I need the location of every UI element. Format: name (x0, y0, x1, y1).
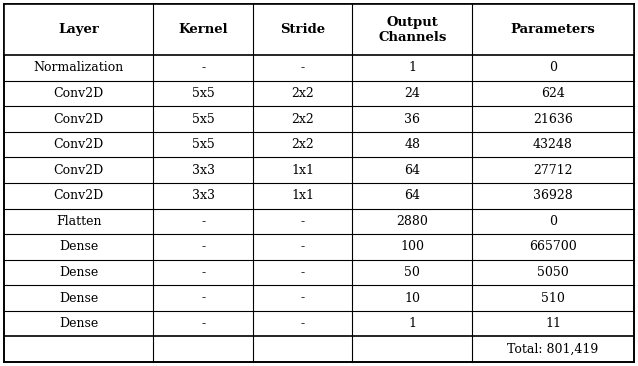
Text: 64: 64 (404, 164, 420, 177)
Text: -: - (300, 292, 305, 305)
Text: Output
Channels: Output Channels (378, 16, 447, 44)
Text: Total: 801,419: Total: 801,419 (507, 343, 598, 356)
Text: Normalization: Normalization (34, 61, 124, 74)
Text: Conv2D: Conv2D (54, 164, 104, 177)
Text: -: - (201, 317, 205, 330)
Text: 10: 10 (404, 292, 420, 305)
Text: 1: 1 (408, 317, 416, 330)
Text: 510: 510 (541, 292, 565, 305)
Text: 624: 624 (541, 87, 565, 100)
Text: 2880: 2880 (396, 215, 428, 228)
Text: Dense: Dense (59, 240, 98, 253)
Text: -: - (300, 266, 305, 279)
Text: Parameters: Parameters (510, 23, 595, 36)
Text: -: - (300, 215, 305, 228)
Text: 3x3: 3x3 (191, 164, 214, 177)
Bar (4, 4, 634, 55)
Text: -: - (300, 240, 305, 253)
Text: 50: 50 (404, 266, 420, 279)
Text: 665700: 665700 (529, 240, 577, 253)
Text: 1: 1 (408, 61, 416, 74)
Text: Layer: Layer (58, 23, 99, 36)
Text: -: - (201, 61, 205, 74)
Text: Flatten: Flatten (56, 215, 101, 228)
Text: 64: 64 (404, 189, 420, 202)
Text: 1x1: 1x1 (291, 164, 314, 177)
Text: -: - (201, 266, 205, 279)
Text: 43248: 43248 (533, 138, 573, 151)
Text: Dense: Dense (59, 317, 98, 330)
Text: Dense: Dense (59, 266, 98, 279)
Text: 5x5: 5x5 (191, 87, 214, 100)
Text: 11: 11 (545, 317, 561, 330)
Text: Kernel: Kernel (178, 23, 228, 36)
Text: 100: 100 (400, 240, 424, 253)
Text: Conv2D: Conv2D (54, 113, 104, 126)
Text: 0: 0 (549, 61, 557, 74)
Text: 5050: 5050 (537, 266, 569, 279)
Text: 2x2: 2x2 (291, 87, 314, 100)
Text: -: - (201, 292, 205, 305)
Text: -: - (201, 215, 205, 228)
Text: 2x2: 2x2 (291, 113, 314, 126)
Text: Conv2D: Conv2D (54, 87, 104, 100)
Text: 36: 36 (404, 113, 420, 126)
Text: 24: 24 (404, 87, 420, 100)
Text: 27712: 27712 (533, 164, 573, 177)
Text: Stride: Stride (280, 23, 325, 36)
Text: 5x5: 5x5 (191, 138, 214, 151)
Text: 21636: 21636 (533, 113, 573, 126)
Text: 36928: 36928 (533, 189, 573, 202)
Text: Conv2D: Conv2D (54, 138, 104, 151)
Text: -: - (300, 61, 305, 74)
Text: Conv2D: Conv2D (54, 189, 104, 202)
Text: 48: 48 (404, 138, 420, 151)
Text: 0: 0 (549, 215, 557, 228)
Text: 1x1: 1x1 (291, 189, 314, 202)
Text: -: - (201, 240, 205, 253)
Text: Dense: Dense (59, 292, 98, 305)
Text: 5x5: 5x5 (191, 113, 214, 126)
Text: 3x3: 3x3 (191, 189, 214, 202)
Text: 2x2: 2x2 (291, 138, 314, 151)
Text: -: - (300, 317, 305, 330)
